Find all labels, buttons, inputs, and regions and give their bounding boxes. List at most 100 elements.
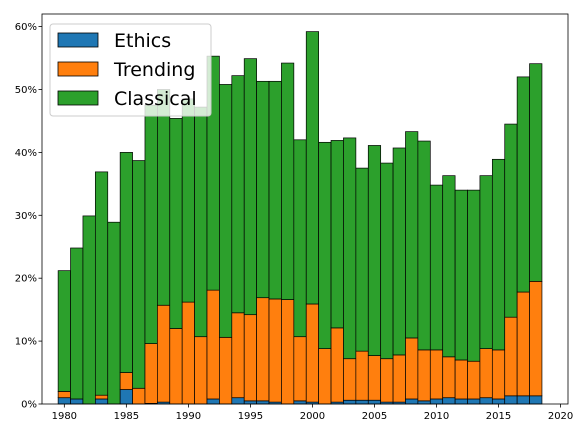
bar-classical-2008: [405, 131, 419, 339]
bar-classical-2018: [529, 63, 543, 282]
legend-swatch-classical: [57, 90, 99, 106]
bar-classical-2013: [467, 189, 481, 362]
bar-trending-1988: [157, 304, 171, 403]
bar-classical-1996: [256, 80, 270, 299]
bar-classical-1984: [107, 221, 121, 405]
bar-classical-1988: [157, 89, 171, 306]
bar-classical-1997: [268, 80, 282, 300]
bar-ethics-2016: [504, 395, 518, 405]
bar-classical-2009: [417, 140, 431, 351]
x-tick-label: 2015: [486, 411, 511, 422]
bar-trending-1990: [181, 301, 195, 405]
bar-classical-2014: [479, 175, 493, 349]
bar-trending-2008: [405, 337, 419, 400]
y-tick-label: 10%: [15, 337, 37, 348]
bar-ethics-2015: [491, 398, 506, 405]
bar-classical-1993: [219, 84, 233, 338]
bar-trending-2010: [429, 349, 444, 400]
x-tick-label: 1980: [52, 411, 77, 422]
bar-classical-1998: [281, 62, 295, 300]
bar-ethics-2008: [405, 398, 419, 405]
y-tick-label: 60%: [15, 22, 37, 33]
bars-group: [57, 31, 543, 405]
bar-trending-1991: [194, 336, 208, 405]
x-tick-label: 2010: [424, 411, 449, 422]
bar-classical-1983: [94, 171, 109, 396]
x-tick-label: 1995: [238, 411, 263, 422]
bar-classical-2000: [305, 31, 319, 305]
bar-classical-1995: [243, 58, 257, 316]
y-tick-label: 50%: [15, 85, 37, 96]
bar-trending-2017: [516, 291, 530, 397]
bar-ethics-2014: [479, 397, 493, 405]
bar-trending-1992: [206, 289, 220, 400]
bar-trending-1987: [144, 343, 158, 404]
legend-swatch-trending: [57, 61, 99, 77]
bar-trending-1997: [268, 298, 282, 403]
bar-trending-1994: [231, 312, 245, 399]
bar-ethics-1992: [206, 398, 220, 405]
bar-classical-1982: [82, 215, 96, 405]
y-tick-label: 20%: [15, 274, 37, 285]
legend-label-trending: Trending: [113, 59, 195, 81]
bar-classical-1986: [132, 160, 146, 389]
x-tick-label: 2020: [548, 411, 573, 422]
bar-trending-1993: [219, 336, 233, 405]
bar-trending-2002: [330, 327, 344, 403]
bar-ethics-2013: [467, 398, 481, 405]
bar-classical-2002: [330, 140, 344, 329]
bar-classical-2012: [454, 189, 468, 361]
bar-classical-2006: [380, 162, 394, 360]
bar-trending-2000: [305, 303, 319, 403]
x-tick-label: 1990: [176, 411, 201, 422]
bar-classical-2003: [343, 137, 357, 360]
bar-classical-2005: [367, 145, 382, 356]
bar-classical-1981: [70, 247, 84, 400]
bar-ethics-2011: [442, 397, 456, 405]
bar-trending-2001: [318, 348, 332, 405]
bar-trending-2005: [367, 355, 382, 401]
bar-trending-1980: [57, 391, 71, 399]
bar-classical-2011: [442, 175, 456, 358]
bar-classical-2010: [429, 184, 444, 351]
bar-classical-1987: [144, 104, 158, 344]
bar-trending-2016: [504, 316, 518, 397]
bar-ethics-1995: [243, 400, 257, 405]
bar-classical-1985: [119, 152, 133, 373]
bar-ethics-1980: [57, 397, 71, 405]
x-tick-label: 2000: [300, 411, 325, 422]
y-tick-label: 0%: [21, 400, 37, 411]
bar-trending-1989: [169, 328, 183, 405]
bar-ethics-2005: [367, 399, 382, 405]
bar-trending-1986: [132, 387, 146, 405]
bar-trending-2014: [479, 348, 493, 399]
bar-classical-1991: [194, 106, 208, 338]
bar-trending-2013: [467, 360, 481, 400]
legend-label-classical: Classical: [114, 88, 197, 110]
bar-classical-2015: [491, 158, 506, 351]
bar-trending-1985: [119, 372, 133, 390]
bar-trending-2006: [380, 358, 394, 403]
bar-ethics-2003: [343, 399, 357, 405]
bar-ethics-1985: [119, 389, 133, 405]
bar-classical-1989: [169, 118, 183, 329]
x-axis: 1980 1985 1990 1995 2000 2005 2010 2015 2020: [52, 404, 573, 422]
bar-trending-2015: [491, 349, 506, 400]
bar-trending-2007: [392, 354, 406, 403]
bar-ethics-1983: [94, 398, 109, 405]
bar-trending-1995: [243, 314, 257, 402]
bar-ethics-1994: [231, 397, 245, 405]
x-tick-label: 1985: [114, 411, 139, 422]
bar-classical-2004: [355, 167, 369, 352]
bar-trending-2003: [343, 358, 357, 401]
y-axis: 0% 10% 20% 30% 40% 50% 60%: [15, 22, 42, 411]
x-tick-label: 2005: [362, 411, 387, 422]
bar-trending-2011: [442, 356, 456, 399]
bar-trending-1996: [256, 297, 270, 402]
y-tick-label: 30%: [15, 211, 37, 222]
bar-ethics-2004: [355, 399, 369, 405]
bar-classical-2001: [318, 141, 332, 349]
bar-classical-1990: [181, 98, 195, 303]
bar-trending-2018: [529, 280, 543, 397]
legend: Ethics Trending Classical: [49, 23, 212, 117]
